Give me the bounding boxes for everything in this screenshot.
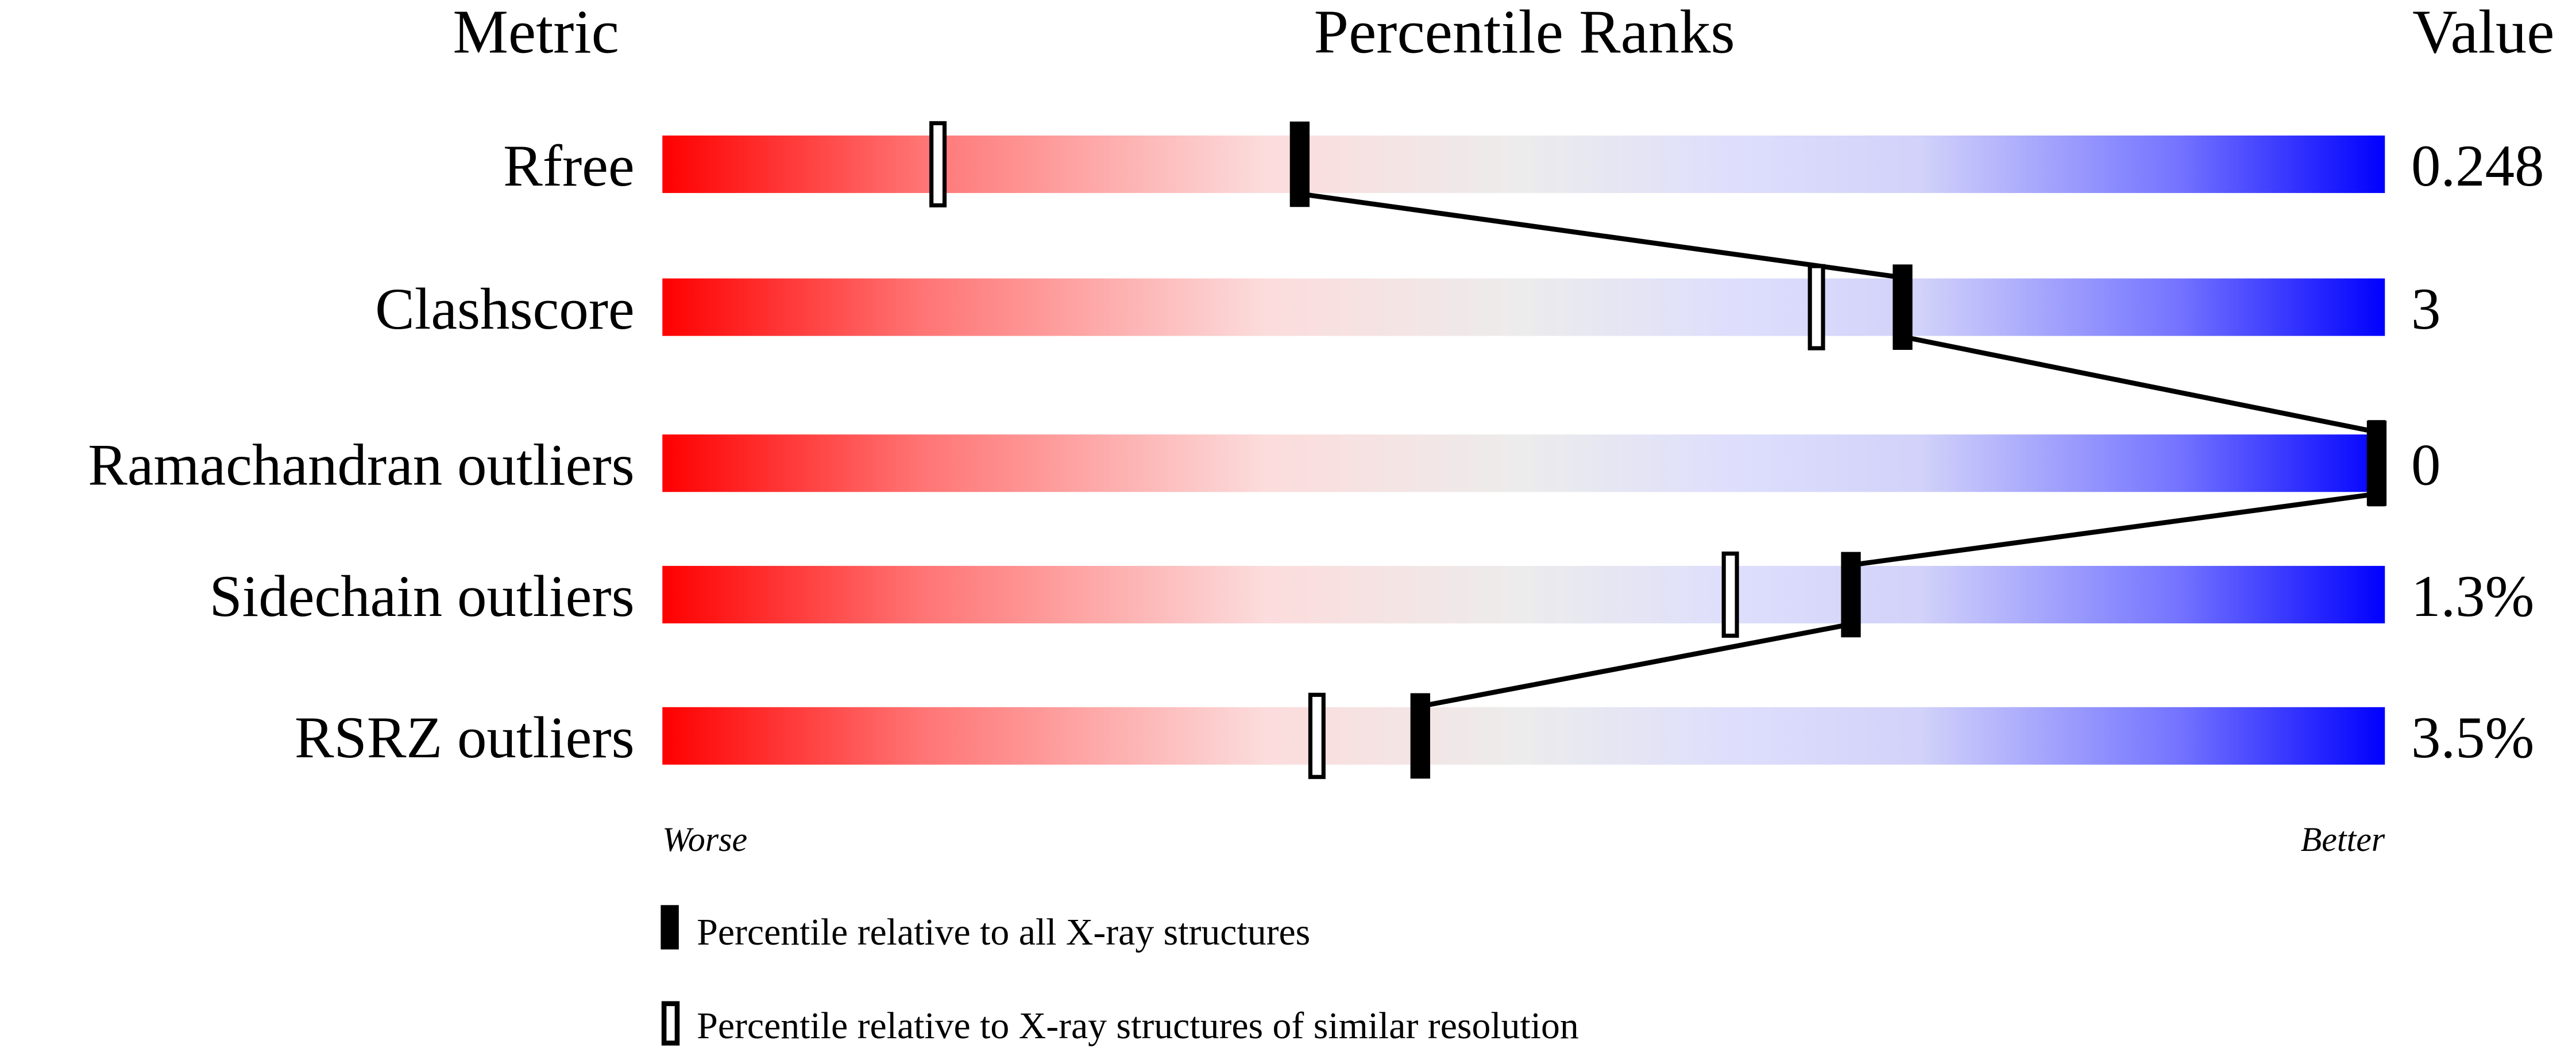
percentile-bar xyxy=(662,278,2385,336)
legend-filled-swatch xyxy=(661,905,679,950)
metric-value: 3 xyxy=(2411,276,2440,342)
marker-all-structures xyxy=(1410,693,1430,779)
percentile-bar xyxy=(662,707,2385,765)
percentile-bar xyxy=(662,565,2385,623)
connector-line xyxy=(1902,334,2386,436)
axis-label-better: Better xyxy=(2301,820,2385,858)
metric-value: 3.5% xyxy=(2411,705,2534,770)
metric-label: Clashscore xyxy=(375,276,635,342)
axis-label-worse: Worse xyxy=(662,820,747,858)
header-percentile-ranks: Percentile Ranks xyxy=(1314,0,1735,66)
metric-value: 0.248 xyxy=(2411,133,2544,199)
metric-value: 1.3% xyxy=(2411,564,2534,629)
header-metric: Metric xyxy=(453,0,619,66)
metric-label: Sidechain outliers xyxy=(209,564,634,629)
marker-similar-resolution xyxy=(929,121,947,207)
connector-line xyxy=(1299,191,1903,280)
metric-label: Ramachandran outliers xyxy=(88,432,635,498)
marker-all-structures xyxy=(1893,264,1913,350)
legend-open-label: Percentile relative to X-ray structures … xyxy=(697,1005,1578,1047)
percentile-bar xyxy=(662,434,2385,492)
metric-value: 0 xyxy=(2411,432,2440,498)
marker-similar-resolution xyxy=(1308,692,1326,779)
connector-line xyxy=(1420,622,1852,709)
legend-filled-label: Percentile relative to all X-ray structu… xyxy=(697,911,1310,953)
metric-label: RSRZ outliers xyxy=(295,705,635,770)
marker-similar-resolution xyxy=(1808,264,1825,350)
header-value: Value xyxy=(2412,0,2554,66)
connector-line xyxy=(1850,490,2385,568)
marker-all-structures xyxy=(1289,121,1310,207)
marker-all-structures xyxy=(2366,420,2387,506)
marker-all-structures xyxy=(1841,552,1861,638)
metric-label: Rfree xyxy=(503,133,635,199)
legend-open-swatch xyxy=(661,1001,680,1046)
percentile-bar xyxy=(662,135,2385,193)
marker-similar-resolution xyxy=(1721,551,1739,638)
